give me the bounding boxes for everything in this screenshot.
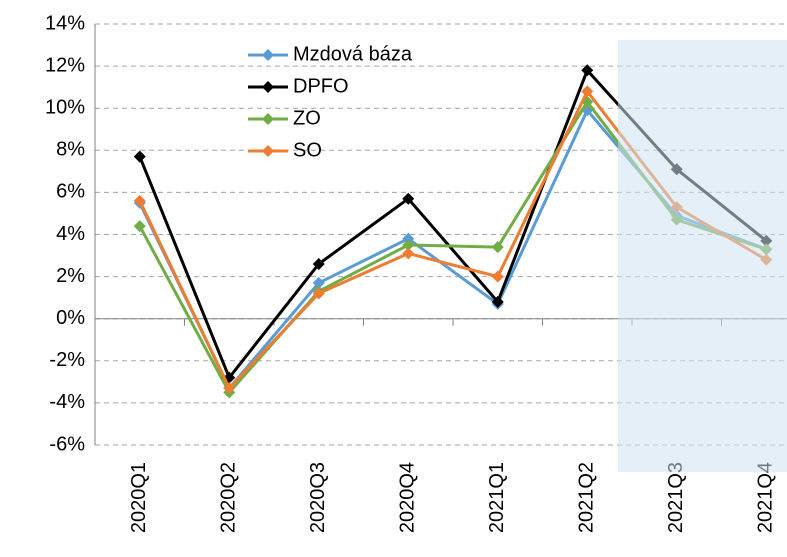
- y-tick-label: 0%: [56, 307, 85, 329]
- legend-label: SO: [293, 139, 322, 161]
- y-tick-label: 2%: [56, 265, 85, 287]
- legend-label: ZO: [293, 107, 321, 129]
- marker: [312, 287, 325, 300]
- marker: [402, 192, 415, 205]
- marker: [402, 239, 415, 252]
- y-tick-label: 14%: [45, 12, 85, 34]
- marker: [402, 232, 415, 245]
- x-tick-label: 2020Q1: [128, 462, 150, 533]
- marker: [133, 150, 146, 163]
- y-tick-label: -4%: [49, 391, 85, 413]
- y-tick-label: -2%: [49, 349, 85, 371]
- marker: [312, 257, 325, 270]
- marker: [491, 270, 504, 283]
- legend-marker: [262, 49, 274, 61]
- marker: [133, 194, 146, 207]
- x-tick-label: 2020Q2: [218, 462, 240, 533]
- legend-label: DPFO: [293, 75, 349, 97]
- x-tick-label: 2020Q4: [397, 462, 419, 533]
- marker: [491, 241, 504, 254]
- x-tick-label: 2021Q1: [486, 462, 508, 533]
- legend-marker: [262, 145, 274, 157]
- legend-marker: [262, 81, 274, 93]
- marker: [223, 382, 236, 395]
- marker: [312, 276, 325, 289]
- y-tick-label: 12%: [45, 54, 85, 76]
- x-tick-label: 2020Q3: [307, 462, 329, 533]
- y-tick-label: 4%: [56, 223, 85, 245]
- x-tick-label: 2021Q2: [576, 462, 598, 533]
- y-tick-label: 10%: [45, 96, 85, 118]
- marker: [581, 85, 594, 98]
- x-tick-label: 2021Q4: [755, 462, 777, 533]
- marker: [491, 295, 504, 308]
- x-tick-label: 2021Q3: [665, 462, 687, 533]
- marker: [402, 247, 415, 260]
- forecast-shade: [618, 40, 787, 472]
- legend-marker: [262, 113, 274, 125]
- legend-label: Mzdová báza: [293, 43, 413, 65]
- y-tick-label: -6%: [49, 433, 85, 455]
- marker: [581, 64, 594, 77]
- y-tick-label: 6%: [56, 181, 85, 203]
- marker: [133, 220, 146, 233]
- y-tick-label: 8%: [56, 139, 85, 161]
